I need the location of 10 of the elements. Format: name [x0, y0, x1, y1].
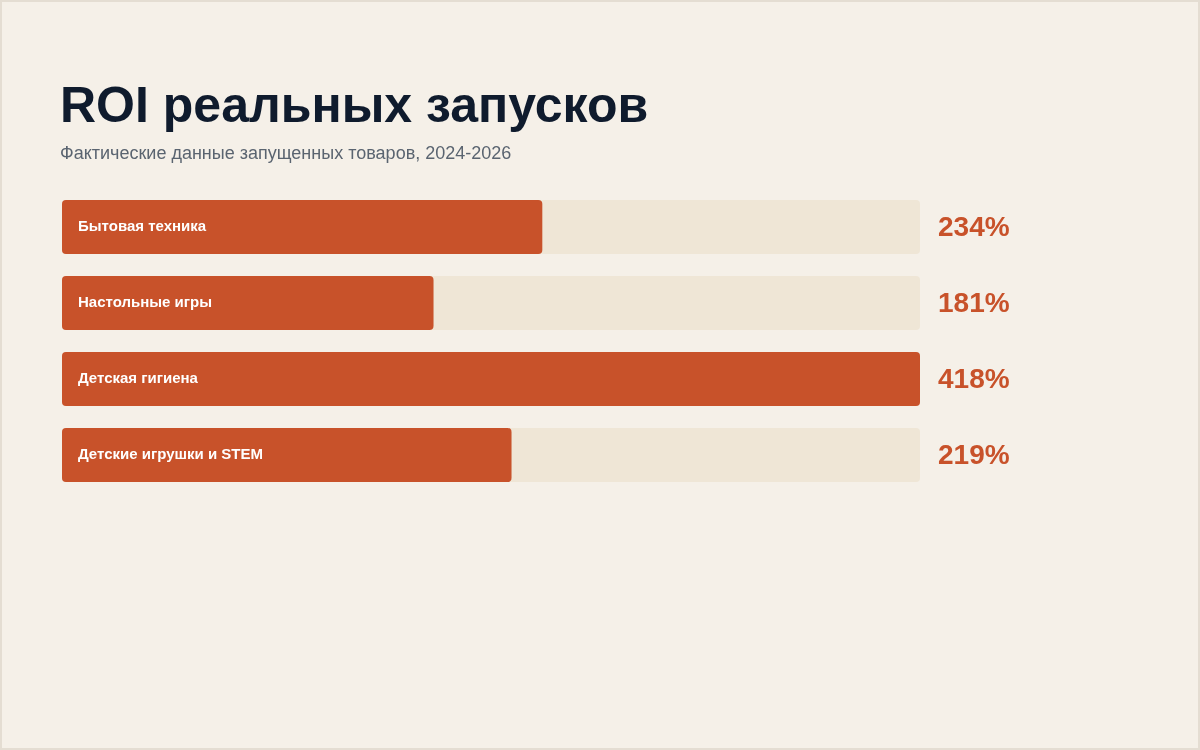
chart-title: ROI реальных запусков — [60, 76, 649, 134]
data-label: 234% — [938, 210, 1010, 242]
chart-subtitle: Фактические данные запущенных товаров, 2024-2026 — [60, 143, 512, 164]
y-tick-label: Детская гигиена — [78, 369, 199, 387]
data-label: 418% — [938, 362, 1010, 394]
y-tick-label: Настольные игры — [78, 293, 213, 311]
data-label: 219% — [938, 438, 1010, 470]
y-tick-label: Бытовая техника — [78, 217, 207, 235]
y-tick-label: Детские игрушки и STEM — [78, 445, 263, 463]
data-label: 181% — [938, 286, 1010, 318]
